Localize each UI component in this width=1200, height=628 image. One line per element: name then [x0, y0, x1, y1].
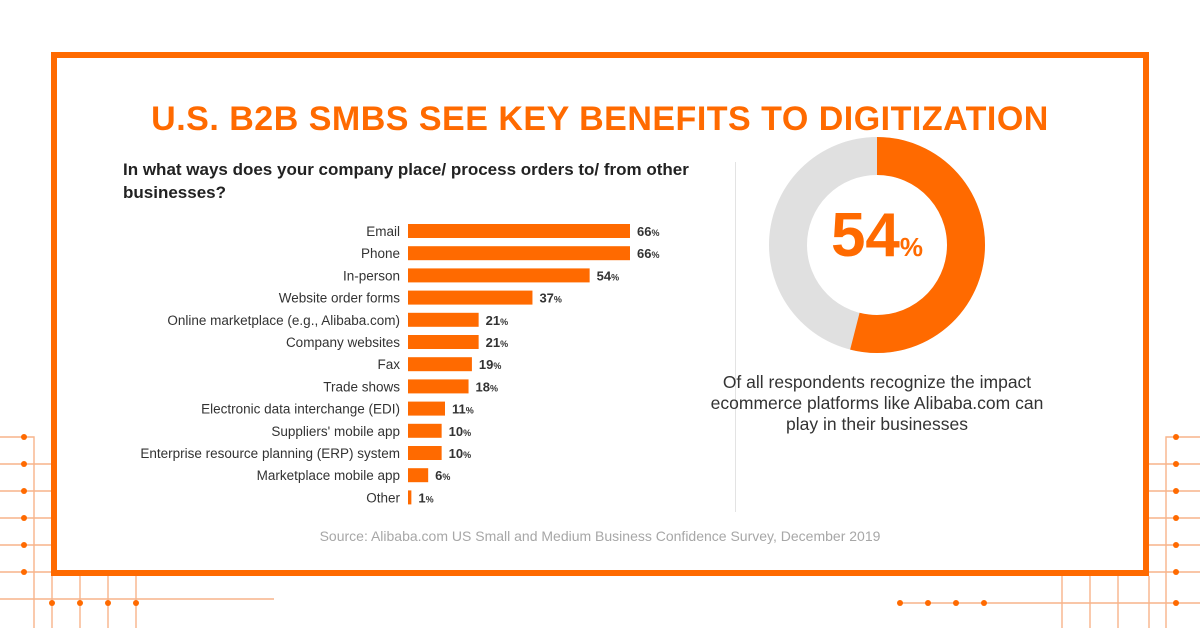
circuit-dot [21, 488, 27, 494]
circuit-dot [925, 600, 931, 606]
content-frame: U.S. B2B SMBS SEE KEY BENEFITS TO DIGITI… [51, 52, 1149, 576]
bar [408, 357, 472, 372]
bar [408, 401, 445, 416]
bar-category-label: Marketplace mobile app [257, 468, 400, 483]
chart-question: In what ways does your company place/ pr… [123, 160, 689, 202]
bar-row: Company websites 21% [286, 335, 508, 350]
donut-value: 54% [762, 198, 992, 285]
bar-value-label: 21% [486, 335, 508, 350]
bar-row: Other 1% [366, 490, 434, 505]
circuit-dot [1173, 434, 1179, 440]
bar-category-label: Enterprise resource planning (ERP) syste… [140, 446, 400, 461]
bar-value-label: 11% [452, 402, 474, 417]
bar-row: Fax 19% [377, 357, 501, 372]
bar-row: Marketplace mobile app 6% [257, 468, 450, 483]
bar [408, 335, 479, 349]
bar-value-label: 10% [449, 424, 471, 439]
bar-value-label: 66% [637, 224, 659, 239]
circuit-line [1165, 436, 1200, 628]
circuit-dot [21, 461, 27, 467]
circuit-dot [1173, 515, 1179, 521]
bar-value-label: 66% [637, 246, 659, 261]
bar-category-label: Other [366, 490, 400, 505]
bar-category-label: Email [366, 224, 400, 239]
bar-row: Phone 66% [361, 246, 659, 261]
bar-value-label: 54% [597, 268, 619, 283]
circuit-dot [1173, 461, 1179, 467]
donut-segment [850, 137, 985, 353]
bar [408, 312, 479, 327]
circuit-dot [981, 600, 987, 606]
bar [408, 290, 533, 305]
circuit-dot [1173, 488, 1179, 494]
circuit-dot [21, 569, 27, 575]
bar-row: Email 66% [366, 224, 659, 239]
bar-row: Suppliers' mobile app 10% [271, 423, 471, 439]
bar-row: In-person 54% [343, 268, 619, 283]
bar-row: Trade shows 18% [323, 379, 498, 394]
source-note: Source: Alibaba.com US Small and Medium … [319, 528, 881, 544]
bar-category-label: In-person [343, 268, 400, 283]
bar [408, 423, 442, 438]
bar-value-label: 10% [449, 446, 471, 461]
bar-chart: Email 66% Phone 66% In-person 54% Website orde… [140, 224, 659, 505]
bar-row: Enterprise resource planning (ERP) syste… [140, 446, 471, 461]
circuit-dot [77, 600, 83, 606]
bar-category-label: Phone [361, 246, 400, 261]
bar-category-label: Suppliers' mobile app [271, 424, 400, 439]
bar [408, 246, 630, 261]
bar-category-label: Website order forms [279, 291, 401, 306]
page-title: U.S. B2B SMBS SEE KEY BENEFITS TO DIGITI… [151, 100, 1049, 138]
donut-chart [769, 137, 985, 353]
bar-category-label: Fax [377, 357, 400, 372]
bar [408, 490, 412, 505]
bar-row: Online marketplace (e.g., Alibaba.com) 21… [167, 312, 508, 328]
donut-value-unit: % [899, 232, 924, 262]
bar-value-label: 6% [435, 468, 450, 483]
divider [735, 162, 736, 512]
bar [408, 268, 590, 283]
circuit-dot [953, 600, 959, 606]
bar-value-label: 18% [476, 379, 498, 394]
circuit-dot [897, 600, 903, 606]
bar [408, 379, 469, 394]
circuit-dot [105, 600, 111, 606]
donut-caption: Of all respondents recognize the impact … [710, 372, 1044, 434]
circuit-dot [1173, 542, 1179, 548]
donut-value-number: 54 [830, 201, 900, 270]
circuit-dot [133, 600, 139, 606]
bar-row: Website order forms 37% [279, 290, 562, 306]
bar [408, 224, 630, 238]
bar-category-label: Trade shows [323, 379, 400, 394]
bar-value-label: 21% [486, 313, 508, 328]
bar-category-label: Online marketplace (e.g., Alibaba.com) [167, 313, 400, 328]
circuit-dot [21, 542, 27, 548]
bar-category-label: Electronic data interchange (EDI) [201, 402, 400, 417]
circuit-dot [49, 600, 55, 606]
bar-value-label: 1% [418, 490, 433, 505]
bar-category-label: Company websites [286, 335, 400, 350]
bar-value-label: 19% [479, 357, 501, 372]
bar-value-label: 37% [539, 291, 561, 306]
circuit-dot [21, 434, 27, 440]
circuit-line [0, 436, 35, 628]
bar [408, 446, 442, 460]
circuit-dot [1173, 569, 1179, 575]
circuit-dot [21, 515, 27, 521]
bar-row: Electronic data interchange (EDI) 11% [201, 401, 474, 417]
bar [408, 468, 429, 483]
circuit-dot [1173, 600, 1179, 606]
